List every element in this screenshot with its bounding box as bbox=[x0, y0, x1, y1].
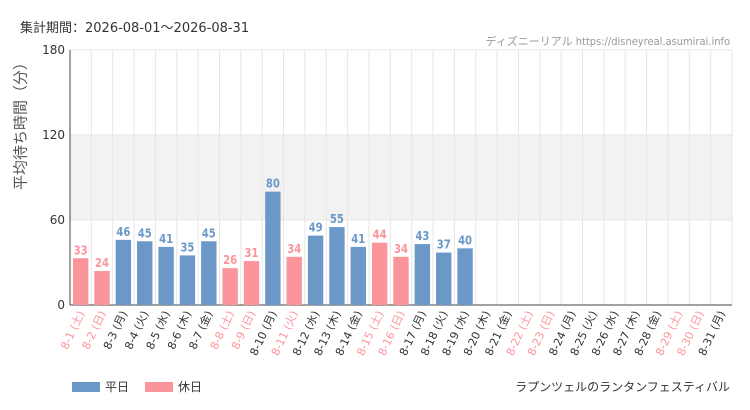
bar bbox=[307, 235, 324, 305]
bar bbox=[115, 239, 132, 305]
data-label: 80 bbox=[266, 177, 280, 191]
bar bbox=[137, 241, 153, 305]
y-tick-label: 120 bbox=[42, 128, 65, 142]
bar bbox=[158, 246, 174, 305]
bar bbox=[414, 244, 431, 305]
data-label: 46 bbox=[116, 225, 130, 239]
data-label: 26 bbox=[223, 253, 237, 267]
data-label: 55 bbox=[330, 212, 344, 226]
data-label: 45 bbox=[138, 226, 152, 240]
data-label: 41 bbox=[351, 232, 365, 246]
data-label: 40 bbox=[458, 233, 472, 247]
data-label: 35 bbox=[180, 240, 194, 254]
bar bbox=[329, 227, 345, 305]
y-axis-label: 平均待ち時間（分） bbox=[11, 54, 30, 190]
legend-swatch-weekday bbox=[72, 381, 100, 392]
data-label: 31 bbox=[245, 246, 259, 260]
y-tick-label: 180 bbox=[42, 43, 65, 57]
data-label: 45 bbox=[202, 226, 216, 240]
period-label: 集計期間：2026-08-01〜2026-08-31 bbox=[20, 21, 250, 36]
bar bbox=[393, 256, 409, 305]
bar bbox=[72, 258, 89, 305]
data-label: 49 bbox=[309, 221, 323, 235]
bar bbox=[436, 252, 452, 305]
legend-label-holiday: 休日 bbox=[178, 380, 203, 394]
legend-item-holiday[interactable]: 休日 bbox=[145, 378, 202, 395]
bar bbox=[457, 248, 473, 305]
bar bbox=[371, 242, 388, 305]
bar bbox=[350, 246, 366, 305]
bar bbox=[94, 271, 110, 305]
legend: 平日 休日 bbox=[72, 378, 202, 395]
data-label: 37 bbox=[437, 238, 451, 252]
data-label: 34 bbox=[287, 242, 301, 256]
y-band bbox=[70, 135, 732, 220]
bar bbox=[222, 268, 238, 305]
y-tick-label: 0 bbox=[57, 298, 65, 312]
data-label: 34 bbox=[394, 242, 408, 256]
bar bbox=[286, 256, 302, 305]
legend-label-weekday: 平日 bbox=[105, 380, 130, 394]
y-tick-label: 60 bbox=[50, 213, 65, 227]
site-label: ディズニーリアル https://disneyreal.asumirai.inf… bbox=[485, 35, 730, 48]
data-label: 44 bbox=[373, 228, 387, 242]
bar bbox=[243, 261, 260, 305]
data-label: 43 bbox=[415, 229, 429, 243]
bar bbox=[265, 191, 281, 305]
attraction-name: ラプンツェルのランタンフェスティバル bbox=[515, 380, 730, 394]
data-label: 24 bbox=[95, 256, 109, 270]
bar bbox=[201, 241, 217, 305]
legend-swatch-holiday bbox=[145, 381, 174, 392]
bar bbox=[179, 255, 196, 305]
data-label: 33 bbox=[74, 243, 88, 257]
legend-item-weekday[interactable]: 平日 bbox=[72, 378, 129, 395]
data-label: 41 bbox=[159, 232, 173, 246]
